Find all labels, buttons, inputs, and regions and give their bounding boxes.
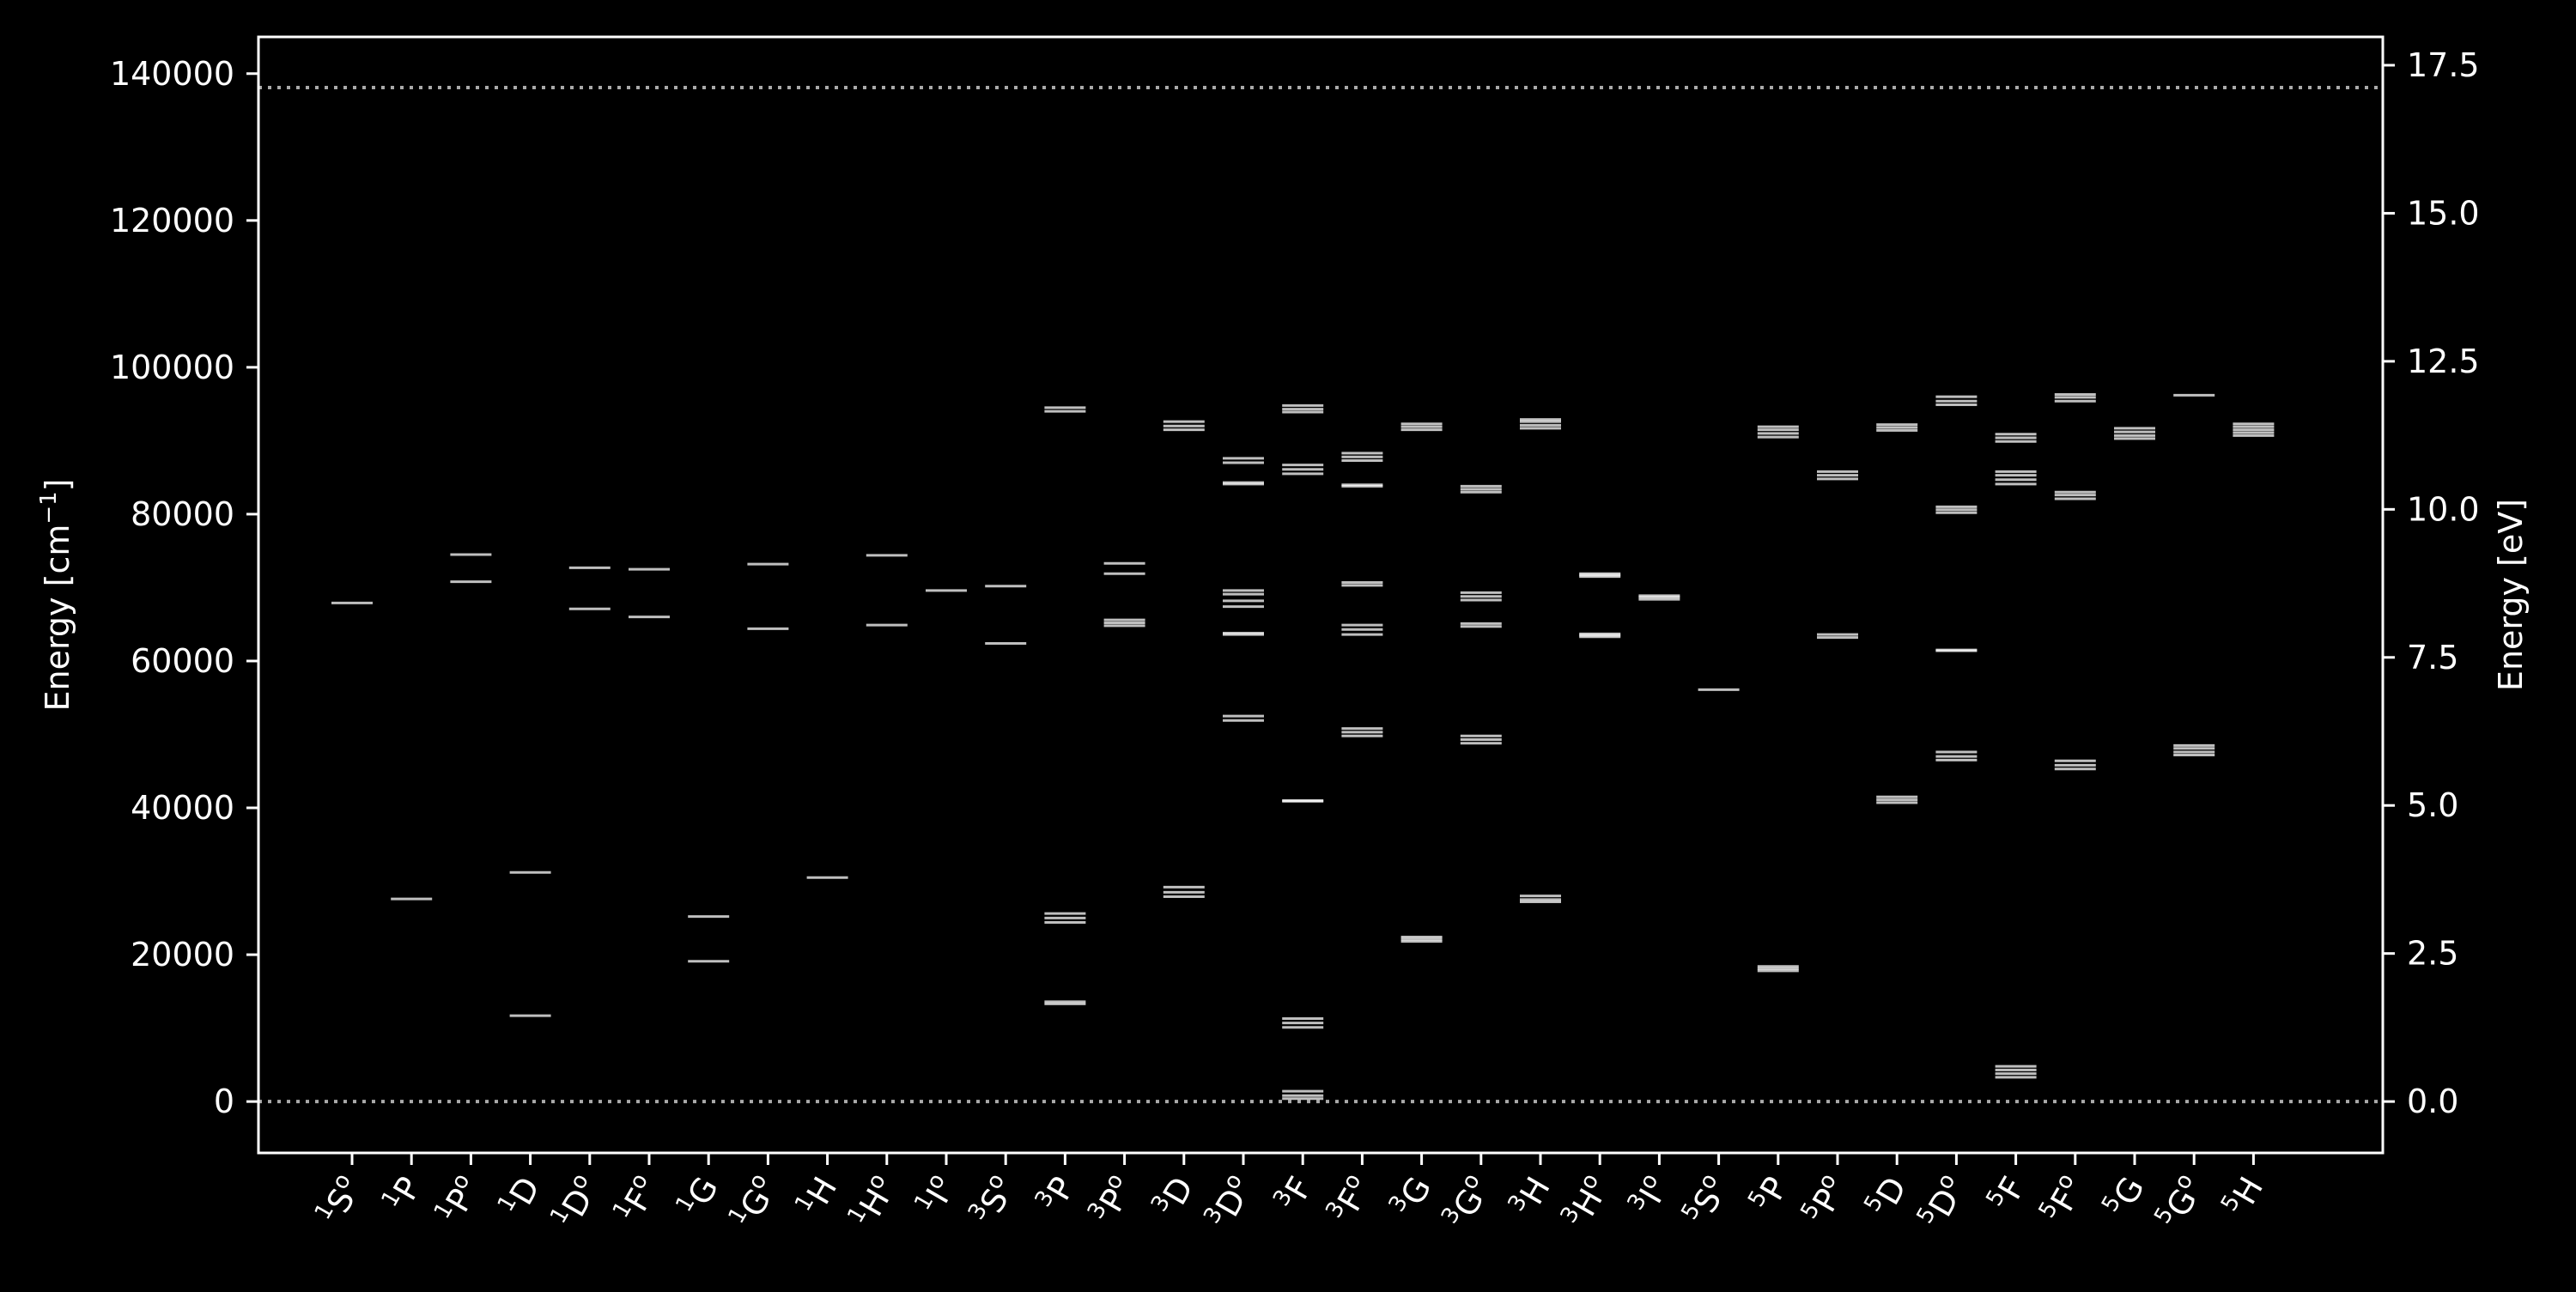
- left-tick-label-6: 120000: [110, 202, 234, 240]
- x-tick-label-10: 1Io: [909, 1169, 963, 1222]
- x-tick-label-5: 1Fo: [608, 1169, 666, 1230]
- right-tick-label-6: 15.0: [2407, 194, 2480, 232]
- left-y-axis: 0 20000 40000 60000 80000 100000 120000 140000: [110, 55, 258, 1120]
- left-tick-label-3: 60000: [131, 642, 234, 680]
- plot-frame: [257, 35, 2385, 1155]
- left-y-axis-title: Energy [cm−1]: [36, 478, 76, 711]
- right-tick-label-1: 2.5: [2407, 935, 2458, 973]
- left-tick-label-4: 80000: [131, 495, 234, 533]
- right-y-axis-title: Energy [eV]: [2492, 499, 2530, 691]
- x-tick-label-17: 3Fo: [1321, 1169, 1379, 1230]
- level-marks: [331, 393, 2275, 1101]
- right-y-axis: 0.0 2.5 5.0 7.5 10.0 12.5 15.0 17.5: [2383, 46, 2480, 1120]
- right-tick-label-7: 17.5: [2407, 46, 2480, 84]
- x-tick-label-28: 5F: [1981, 1169, 2032, 1218]
- right-tick-label-0: 0.0: [2407, 1083, 2458, 1120]
- right-tick-label-5: 12.5: [2407, 343, 2480, 380]
- x-tick-label-22: 3Io: [1623, 1169, 1677, 1222]
- right-tick-label-2: 5.0: [2407, 786, 2458, 824]
- x-axis: 1So1P1Po1D1Do1Fo1G1Go1H1Ho1Io3So3P3Po3D3…: [310, 1153, 2270, 1230]
- left-tick-label-1: 20000: [131, 936, 234, 974]
- x-tick-label-1: 1P: [377, 1169, 428, 1219]
- left-tick-label-2: 40000: [131, 789, 234, 827]
- left-tick-label-0: 0: [214, 1083, 234, 1120]
- left-tick-label-5: 100000: [110, 349, 234, 386]
- left-tick-label-7: 140000: [110, 55, 234, 93]
- right-tick-label-4: 10.0: [2407, 490, 2480, 528]
- right-tick-label-3: 7.5: [2407, 639, 2458, 676]
